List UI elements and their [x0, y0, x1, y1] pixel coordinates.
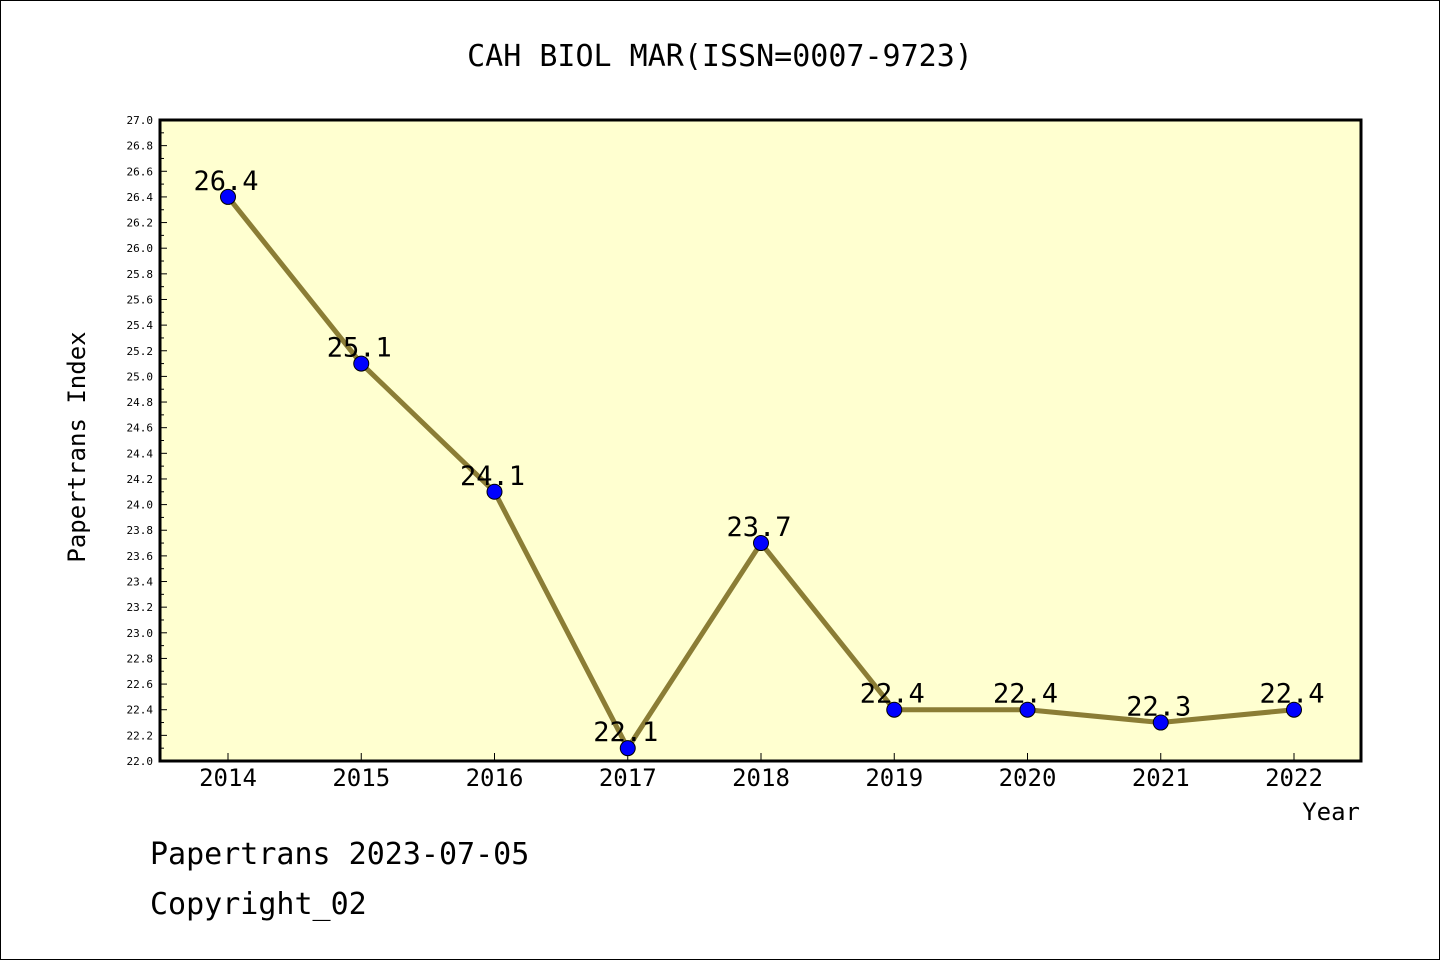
chart-title: CAH BIOL MAR(ISSN=0007-9723) [467, 39, 973, 74]
data-point [886, 701, 903, 718]
footer-date: Papertrans 2023-07-05 [150, 837, 529, 872]
y-tick-label: 23.6 [127, 550, 154, 563]
y-tick-label: 23.0 [127, 627, 154, 640]
y-tick-label: 26.2 [127, 217, 154, 230]
x-tick-label: 2016 [466, 764, 524, 792]
data-label: 26.4 [193, 166, 258, 197]
y-tick-label: 24.6 [127, 422, 154, 435]
data-point [220, 188, 236, 205]
y-tick-label: 23.2 [127, 601, 154, 614]
y-tick-label: 24.2 [127, 473, 154, 486]
data-label: 25.1 [327, 333, 392, 364]
series-line-group [220, 188, 1302, 757]
plot-area [158, 118, 1363, 763]
y-tick-label: 22.8 [127, 652, 154, 665]
y-tick-label: 25.2 [127, 345, 154, 358]
y-tick-label: 24.0 [127, 499, 154, 512]
y-tick-label: 25.0 [127, 370, 154, 383]
y-tick-label: 25.4 [127, 319, 154, 332]
x-tick-label: 2019 [865, 764, 923, 792]
footer-copyright: Copyright_02 [150, 887, 367, 922]
data-label: 22.4 [1259, 679, 1324, 710]
y-tick-label: 26.8 [127, 140, 154, 153]
y-tick-label: 24.8 [127, 396, 154, 409]
y-tick-label: 26.6 [127, 165, 154, 178]
y-tick-label: 27.0 [127, 114, 154, 127]
y-tick-label: 23.8 [127, 524, 154, 537]
data-label: 24.1 [460, 461, 525, 492]
data-point [1286, 701, 1302, 718]
data-labels: 26.4 25.1 24.1 22.1 23.7 22.4 22.4 22.3 22.4 [193, 166, 1324, 748]
data-point [1152, 714, 1169, 731]
y-axis-label: Papertrans Index [63, 331, 91, 562]
x-tick-label: 2014 [199, 764, 257, 792]
y-tick-label: 22.2 [127, 729, 154, 742]
x-tick-label: 2022 [1265, 764, 1323, 792]
y-tick-label: 26.0 [127, 242, 154, 255]
y-tick-label: 24.4 [127, 447, 154, 460]
data-point [753, 535, 769, 552]
data-label: 22.4 [860, 679, 925, 710]
x-axis-label: Year [1302, 798, 1360, 826]
x-tick-label: 2020 [999, 764, 1057, 792]
y-axis: 22.0 22.2 22.4 22.6 22.8 23.0 23.2 23.4 23.6 23.8… [127, 114, 167, 768]
x-tick-label: 2017 [599, 764, 657, 792]
data-point [486, 483, 503, 500]
x-axis: 2014 2015 2016 2017 2018 2019 2020 2021 2022 [199, 753, 1323, 792]
y-tick-label: 23.4 [127, 576, 154, 589]
x-tick-label: 2021 [1132, 764, 1190, 792]
data-point [1019, 701, 1036, 718]
data-label: 23.7 [726, 512, 791, 543]
x-tick-label: 2018 [732, 764, 790, 792]
data-label: 22.4 [993, 679, 1058, 710]
data-label: 22.3 [1126, 692, 1191, 723]
y-tick-label: 25.8 [127, 268, 154, 281]
y-tick-label: 25.6 [127, 293, 154, 306]
y-tick-label: 22.6 [127, 678, 154, 691]
data-point [353, 355, 370, 372]
x-tick-label: 2015 [332, 764, 390, 792]
y-tick-label: 26.4 [127, 191, 154, 204]
y-tick-label: 22.0 [127, 755, 154, 768]
data-point [619, 740, 636, 757]
y-tick-label: 22.4 [127, 704, 154, 717]
data-label: 22.1 [593, 717, 658, 748]
